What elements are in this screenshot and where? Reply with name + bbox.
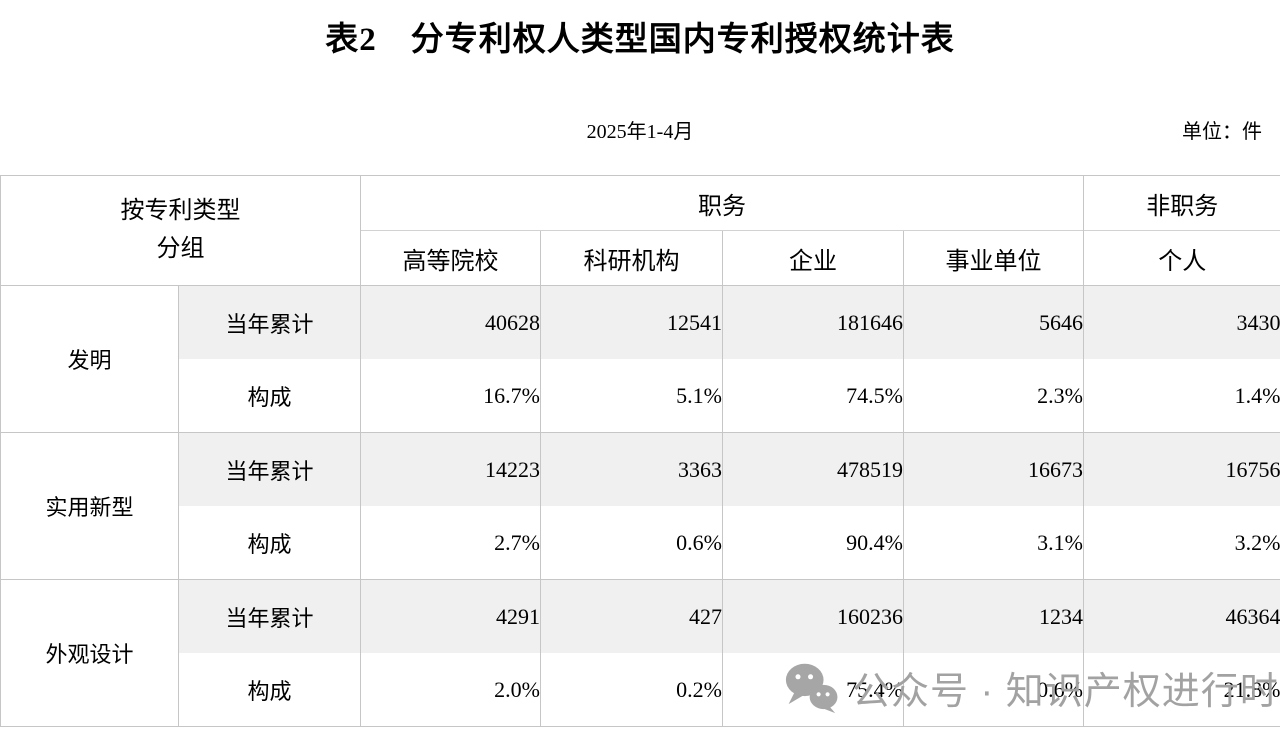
value-cell: 40628 (360, 285, 541, 359)
unit-label: 单位：件 (1182, 121, 1262, 143)
value-cell: 14223 (360, 432, 541, 506)
sub-label-composition: 构成 (178, 359, 361, 433)
value-cell: 5646 (903, 285, 1084, 359)
header-patent-type-group: 按专利类型 分组 (0, 175, 361, 286)
sub-label-composition: 构成 (178, 653, 361, 727)
value-cell: 478519 (722, 432, 904, 506)
value-cell: 46364 (1083, 579, 1280, 653)
sub-label-cumulative: 当年累计 (178, 579, 361, 653)
column-header-universities: 高等院校 (360, 230, 541, 286)
column-header-research-institutes: 科研机构 (540, 230, 723, 286)
column-header-enterprises: 企业 (722, 230, 904, 286)
value-cell: 75.4% (722, 653, 904, 727)
period-label: 2025年1-4月 (586, 121, 694, 143)
value-cell: 0.6% (903, 653, 1084, 727)
value-cell: 74.5% (722, 359, 904, 433)
header-patent-type-line1: 按专利类型 (120, 198, 241, 225)
group-label-design: 外观设计 (0, 579, 179, 727)
group-label-utility-model: 实用新型 (0, 432, 179, 580)
header-row-columns: 高等院校 科研机构 企业 事业单位 个人 (1, 230, 1280, 286)
row-design-composition: 构成 2.0% 0.2% 75.4% 0.6% 21.8% (1, 653, 1280, 727)
value-cell: 1.4% (1083, 359, 1280, 433)
value-cell: 4291 (360, 579, 541, 653)
column-header-public-institutions: 事业单位 (903, 230, 1084, 286)
patent-grant-statistics-table: 按专利类型 分组 职务 非职务 高等院校 科研机构 企业 事业单位 个人 发明 … (0, 175, 1280, 727)
value-cell: 181646 (722, 285, 904, 359)
value-cell: 3.2% (1083, 506, 1280, 580)
value-cell: 2.7% (360, 506, 541, 580)
value-cell: 3.1% (903, 506, 1084, 580)
row-invention-composition: 构成 16.7% 5.1% 74.5% 2.3% 1.4% (1, 359, 1280, 433)
row-utility-model-composition: 构成 2.7% 0.6% 90.4% 3.1% 3.2% (1, 506, 1280, 580)
column-header-individuals: 个人 (1083, 230, 1280, 286)
value-cell: 160236 (722, 579, 904, 653)
header-patent-type-line2: 分组 (156, 235, 205, 262)
value-cell: 0.6% (540, 506, 723, 580)
value-cell: 427 (540, 579, 723, 653)
value-cell: 21.8% (1083, 653, 1280, 727)
row-utility-model-cumulative: 实用新型 当年累计 14223 3363 478519 16673 16756 (0, 432, 1280, 580)
value-cell: 3430 (1083, 285, 1280, 359)
value-cell: 3363 (540, 432, 723, 506)
value-cell: 16.7% (360, 359, 541, 433)
value-cell: 5.1% (540, 359, 723, 433)
header-service: 职务 (360, 175, 1084, 231)
value-cell: 16673 (903, 432, 1084, 506)
sub-label-cumulative: 当年累计 (178, 285, 361, 359)
value-cell: 2.3% (903, 359, 1084, 433)
value-cell: 1234 (903, 579, 1084, 653)
row-invention-cumulative: 发明 当年累计 40628 12541 181646 5646 3430 (0, 285, 1280, 433)
value-cell: 90.4% (722, 506, 904, 580)
value-cell: 2.0% (360, 653, 541, 727)
sub-label-composition: 构成 (178, 506, 361, 580)
value-cell: 0.2% (540, 653, 723, 727)
value-cell: 16756 (1083, 432, 1280, 506)
header-non-service: 非职务 (1083, 175, 1280, 231)
group-label-invention: 发明 (0, 285, 179, 433)
header-row-groups: 按专利类型 分组 职务 非职务 (0, 175, 1280, 286)
sub-label-cumulative: 当年累计 (178, 432, 361, 506)
table-title: 表2 分专利权人类型国内专利授权统计表 (325, 22, 955, 58)
value-cell: 12541 (540, 285, 723, 359)
row-design-cumulative: 外观设计 当年累计 4291 427 160236 1234 46364 (0, 579, 1280, 727)
